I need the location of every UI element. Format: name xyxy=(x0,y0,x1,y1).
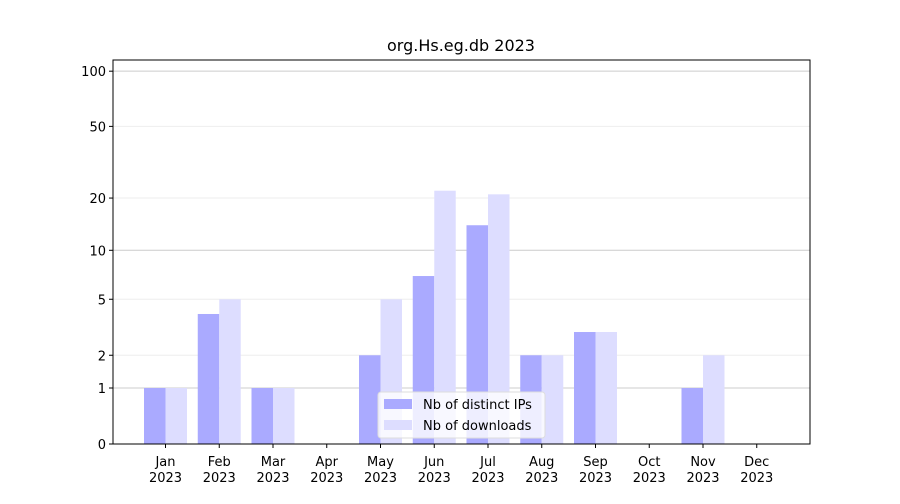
x-tick-label: Aug 2023 xyxy=(525,455,558,486)
bar xyxy=(574,332,596,444)
y-tick-label: 20 xyxy=(89,192,106,207)
legend: Nb of distinct IPs Nb of downloads xyxy=(377,391,546,439)
bar xyxy=(197,313,220,444)
x-tick-label: Apr 2023 xyxy=(310,455,343,486)
x-tick-label: Jul 2023 xyxy=(471,455,504,486)
x-tick-label: Jun 2023 xyxy=(418,455,451,486)
bar xyxy=(466,225,488,444)
bar xyxy=(144,388,166,444)
bar xyxy=(681,388,703,444)
bar xyxy=(273,388,295,444)
plot-frame xyxy=(112,59,811,445)
legend-swatch xyxy=(384,399,412,409)
x-tick-label: Feb 2023 xyxy=(203,455,236,486)
legend-box xyxy=(377,391,546,439)
x-tick-label: Mar 2023 xyxy=(256,455,289,486)
y-tick-label: 0 xyxy=(98,438,106,453)
y-tick-label: 1 xyxy=(98,382,106,397)
y-tick-label: 100 xyxy=(81,65,106,80)
legend-label: Nb of downloads xyxy=(423,419,532,434)
bar xyxy=(541,355,564,444)
x-tick-label: Dec 2023 xyxy=(740,455,773,486)
x-tick-label: Oct 2023 xyxy=(633,455,666,486)
x-tick-label: May 2023 xyxy=(364,455,397,486)
bar xyxy=(434,190,456,444)
x-tick-label: Sep 2023 xyxy=(579,455,612,486)
bar xyxy=(595,332,617,444)
bar xyxy=(219,299,241,444)
chart-title: org.Hs.eg.db 2023 xyxy=(387,36,535,55)
x-tick-label: Nov 2023 xyxy=(686,455,719,486)
bar xyxy=(251,388,273,444)
bar xyxy=(703,355,725,444)
y-tick-label: 2 xyxy=(98,349,106,364)
bar xyxy=(359,355,381,444)
bar xyxy=(165,388,187,444)
y-tick-label: 50 xyxy=(89,120,106,135)
y-tick-label: 10 xyxy=(89,244,106,259)
legend-label: Nb of distinct IPs xyxy=(423,398,532,413)
x-tick-label: Jan 2023 xyxy=(149,455,182,486)
y-tick-label: 5 xyxy=(98,293,106,308)
bar xyxy=(488,194,510,444)
legend-swatch xyxy=(384,420,412,430)
